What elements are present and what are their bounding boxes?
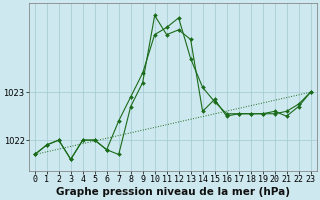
X-axis label: Graphe pression niveau de la mer (hPa): Graphe pression niveau de la mer (hPa) [56,187,290,197]
